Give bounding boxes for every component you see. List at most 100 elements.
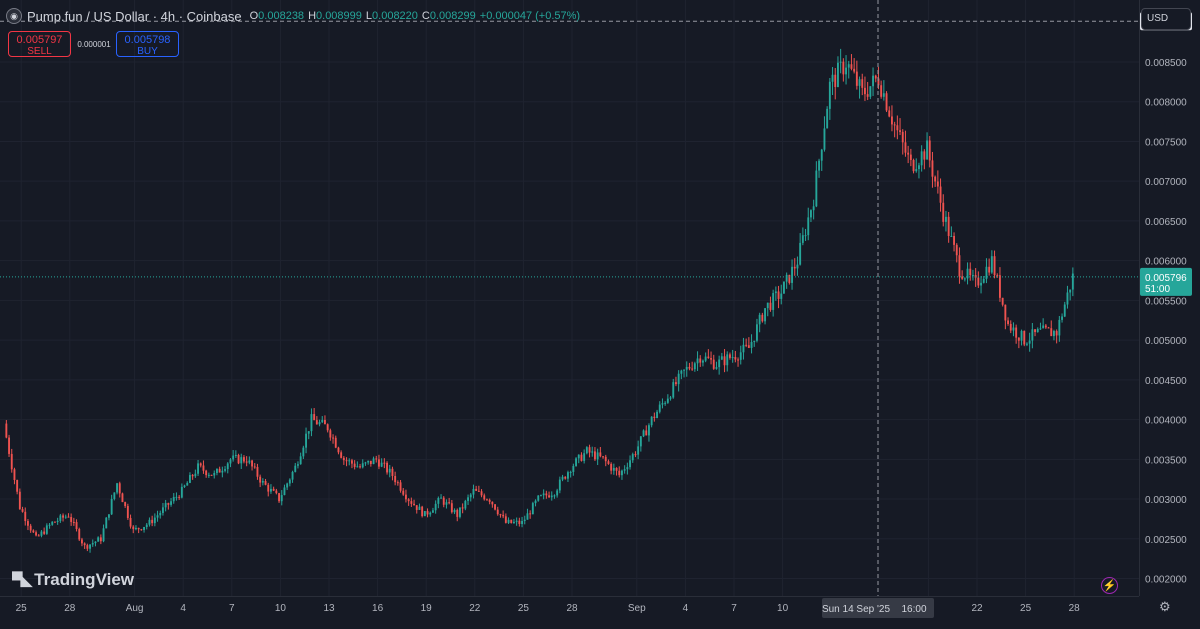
candle-body	[974, 275, 977, 278]
candle-body	[985, 266, 988, 279]
symbol-title[interactable]: Pump.fun / US Dollar · 4h · Coinbase	[27, 8, 242, 24]
candle-body	[666, 398, 669, 403]
candle-body	[577, 454, 580, 459]
candle-body	[205, 470, 208, 476]
candle-body	[480, 491, 483, 496]
candle-body	[961, 276, 964, 279]
lightning-icon[interactable]: ⚡	[1101, 577, 1118, 594]
candle-body	[785, 274, 788, 282]
open-value: 0.008238	[258, 10, 305, 22]
candle-body	[915, 169, 918, 172]
candle-body	[607, 461, 610, 464]
candle-body	[299, 456, 302, 465]
candle-body	[958, 255, 961, 277]
candle-body	[256, 466, 259, 477]
high-label: H	[308, 10, 317, 22]
candle-body	[710, 358, 712, 360]
candle-body	[105, 517, 108, 529]
candle-body	[294, 465, 297, 472]
candle-body	[877, 78, 880, 86]
legend-header: ◉ Pump.fun / US Dollar · 4h · Coinbase O…	[6, 8, 580, 24]
buy-button[interactable]: 0.005798 BUY	[116, 31, 179, 57]
price-tick-label: 0.006000	[1145, 257, 1187, 268]
candle-body	[275, 490, 278, 494]
candle-body	[1001, 297, 1004, 305]
candle-body	[194, 473, 197, 477]
candle-body	[882, 93, 885, 97]
candle-body	[40, 531, 43, 536]
candle-body	[29, 525, 32, 531]
candle-body	[32, 530, 35, 533]
candle-body	[1017, 337, 1020, 341]
candle-body	[518, 520, 521, 524]
candle-body	[1031, 329, 1034, 341]
candle-body	[793, 266, 796, 269]
candle-body	[504, 516, 507, 523]
candle-body	[359, 466, 361, 468]
candle-body	[796, 264, 799, 269]
candle-body	[172, 496, 175, 502]
candle-body	[315, 420, 318, 425]
price-axis[interactable]: 0.002000 0.002500 0.003000 0.003500 0.004000…	[1139, 0, 1200, 629]
candle-body	[761, 314, 764, 322]
candle-body	[283, 487, 286, 496]
candle-body	[175, 496, 178, 498]
candle-body	[440, 497, 442, 499]
candle-body	[542, 493, 545, 496]
candle-body	[899, 130, 901, 132]
candle-body	[874, 75, 877, 79]
candle-body	[305, 433, 307, 448]
candle-body	[858, 79, 861, 86]
candle-body	[35, 532, 37, 536]
candle-body	[1063, 304, 1066, 317]
candle-body	[936, 181, 939, 187]
candle-body	[631, 454, 634, 461]
time-tick-label: 16	[372, 603, 384, 614]
candle-body	[996, 275, 999, 277]
candle-body	[1023, 330, 1026, 345]
candle-body	[615, 467, 618, 471]
price-tick-label: 0.002500	[1145, 535, 1187, 546]
candle-body	[237, 454, 240, 464]
candle-body	[931, 160, 934, 177]
candle-body	[178, 496, 181, 498]
candle-body	[742, 344, 745, 353]
candle-body	[126, 505, 129, 518]
candle-body	[850, 64, 853, 69]
candle-body	[164, 503, 167, 508]
candle-body	[653, 416, 656, 418]
candle-body	[108, 514, 110, 518]
currency-selector[interactable]: USD	[1141, 8, 1191, 30]
candle-body	[648, 425, 650, 436]
candle-body	[140, 529, 143, 531]
candle-body	[572, 465, 575, 472]
candle-body	[216, 468, 218, 473]
candle-body	[1050, 328, 1053, 337]
candle-body	[556, 490, 559, 496]
candle-body	[529, 513, 532, 515]
gear-icon[interactable]: ⚙	[1159, 599, 1171, 614]
candle-body	[672, 382, 675, 398]
sell-button[interactable]: 0.005797 SELL	[8, 31, 71, 57]
candle-body	[180, 486, 183, 498]
time-tick-label: 28	[64, 603, 76, 614]
candle-body	[297, 464, 299, 466]
candle-body	[661, 403, 664, 405]
candle-body	[72, 521, 75, 523]
candle-body	[224, 469, 226, 471]
candle-body	[442, 497, 445, 505]
candle-body	[469, 494, 472, 498]
candle-body	[54, 521, 56, 523]
candle-body	[801, 235, 804, 243]
candle-body	[904, 142, 907, 153]
candle-body	[432, 510, 434, 513]
candle-body	[569, 471, 572, 473]
candle-body	[950, 235, 953, 237]
candle-body	[947, 216, 950, 236]
candle-body	[450, 503, 453, 513]
candle-body	[245, 461, 248, 463]
candle-body	[67, 516, 70, 518]
candle-body	[510, 519, 513, 524]
time-axis[interactable]: 2528Aug4710131619222528Sep471019222528	[0, 596, 1200, 629]
